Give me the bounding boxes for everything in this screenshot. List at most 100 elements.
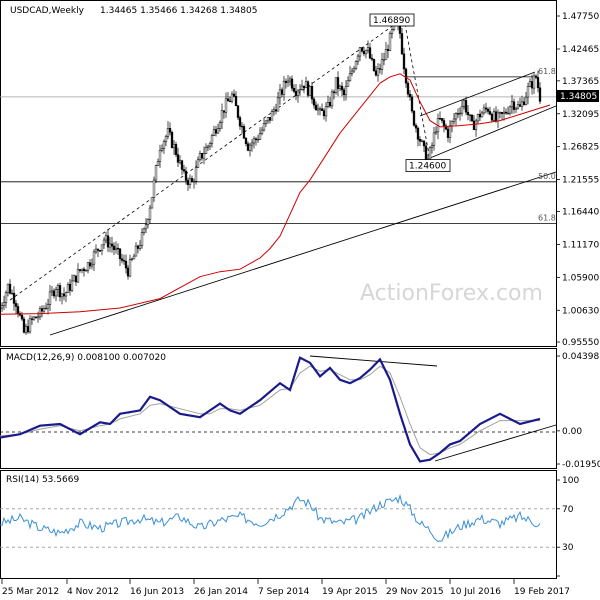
candle-body <box>322 110 326 117</box>
candle-body <box>496 112 500 122</box>
candle-body <box>60 293 64 298</box>
candle-body <box>268 117 272 121</box>
candle-body <box>478 114 482 118</box>
candle-body <box>270 111 274 121</box>
current-price-tag: 1.34805 <box>557 90 599 102</box>
candle-body <box>306 81 310 96</box>
price-tick-label: 1.05900 <box>562 273 599 283</box>
ohlc-label: 1.34465 1.35466 1.34268 1.34805 <box>100 6 257 16</box>
time-tick-label: 19 Feb 2017 <box>514 587 570 597</box>
candle-body <box>86 262 90 271</box>
watermark: ActionForex.com <box>360 281 543 306</box>
candle-body <box>486 108 490 112</box>
candle-body <box>110 243 114 247</box>
candle-body <box>526 86 530 98</box>
candle-body <box>482 107 486 114</box>
candle-body <box>44 307 48 310</box>
candle-body <box>336 77 340 89</box>
candle-body <box>56 285 60 290</box>
candle-body <box>74 275 78 283</box>
candle-body <box>158 149 162 162</box>
time-tick-label: 25 Mar 2012 <box>2 587 59 597</box>
candle-body <box>140 232 144 246</box>
candle-body <box>234 96 238 107</box>
candle-body <box>380 59 384 70</box>
macd-panel-frame <box>0 348 557 469</box>
time-tick-label: 4 Nov 2012 <box>67 587 119 597</box>
candle-body <box>22 318 26 333</box>
candle-body <box>118 248 122 259</box>
candle-body <box>410 96 414 112</box>
candle-body <box>520 101 524 107</box>
time-tick-label: 10 Jul 2016 <box>450 587 501 597</box>
macd-axis: 0.043983 0.00 -0.019501 <box>556 352 600 470</box>
candle-body <box>76 269 80 283</box>
candle-body <box>108 243 112 248</box>
rsi-line <box>0 493 541 542</box>
candle-body <box>442 120 446 127</box>
candle-body <box>358 47 362 57</box>
candle-body <box>168 128 172 133</box>
candle-body <box>404 68 408 84</box>
candle-body <box>298 89 302 92</box>
candle-body <box>454 113 458 120</box>
candle-body <box>262 123 266 131</box>
candle-body <box>314 104 318 111</box>
candle-body <box>198 152 202 161</box>
candle-body <box>428 147 432 160</box>
candle-body <box>420 140 424 142</box>
candle-body <box>238 117 242 127</box>
candle-body <box>228 100 232 103</box>
candle-body <box>224 98 228 113</box>
candle-body <box>324 106 328 117</box>
candle-body <box>142 228 146 233</box>
candle-body <box>534 75 538 78</box>
candle-body <box>330 91 334 107</box>
candle-body <box>240 125 244 128</box>
price-tick-label: 1.32095 <box>562 110 599 120</box>
candle-body <box>466 111 470 115</box>
candle-body <box>38 308 42 318</box>
candle-body <box>16 306 20 314</box>
candle-body <box>14 303 18 307</box>
candle-body <box>516 104 520 109</box>
candle-body <box>386 49 390 51</box>
candle-body <box>524 96 528 105</box>
candle-body <box>212 129 216 136</box>
candle-body <box>88 262 92 267</box>
price-panel-frame <box>0 0 557 347</box>
price-annotation-label: 1.24600 <box>409 162 446 172</box>
candle-body <box>312 98 316 106</box>
candle-body <box>286 80 290 83</box>
channel-lower-line <box>429 105 557 159</box>
price-tick-label: 1.26825 <box>562 143 599 153</box>
candle-body <box>532 75 536 89</box>
candle-body <box>508 106 512 114</box>
candle-body <box>246 143 250 151</box>
candle-body <box>500 112 504 115</box>
candle-body <box>304 81 308 88</box>
time-tick-label: 26 Jan 2014 <box>194 587 248 597</box>
price-tick-label: 1.37365 <box>562 77 599 87</box>
candle-body <box>204 147 208 154</box>
candle-body <box>162 141 166 149</box>
candle-body <box>124 260 128 269</box>
candle-body <box>96 248 100 251</box>
price-annotation-box <box>369 13 415 27</box>
candle-body <box>348 73 352 82</box>
price-tick-label: 1.42465 <box>562 45 599 55</box>
candle-body <box>264 120 268 124</box>
candle-body <box>444 125 448 130</box>
price-annotation-label: 1.46890 <box>373 16 410 26</box>
candle-body <box>0 305 4 309</box>
candle-body <box>180 160 184 170</box>
candle-body <box>328 102 332 107</box>
candle-body <box>434 131 438 134</box>
candle-body <box>34 316 38 319</box>
candle-body <box>174 144 178 155</box>
candle-body <box>84 270 88 272</box>
candle-body <box>254 138 258 141</box>
macd-tick-label: -0.019501 <box>562 460 600 470</box>
candle-body <box>92 251 96 265</box>
